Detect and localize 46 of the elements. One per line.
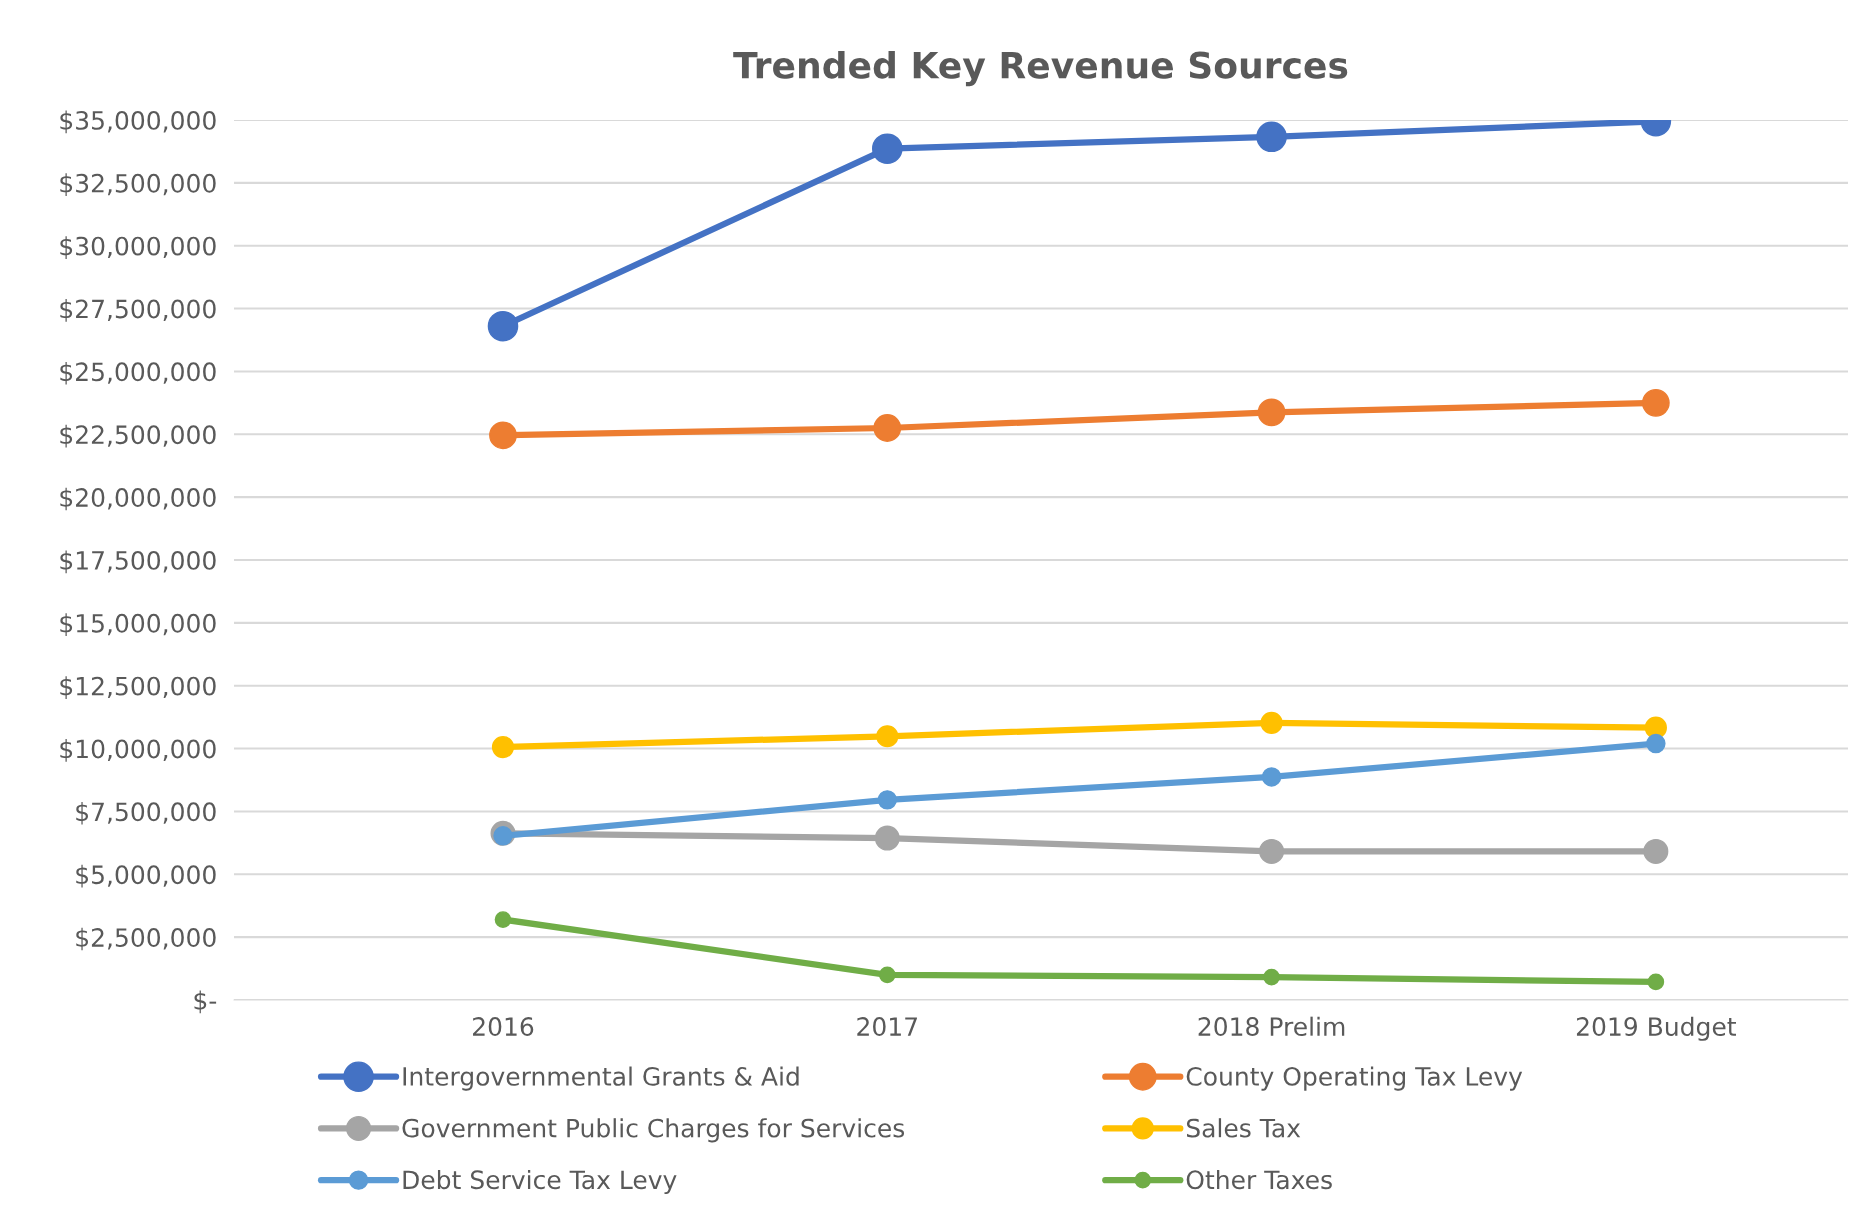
- point: [874, 825, 900, 851]
- point: [1261, 767, 1282, 787]
- point: [877, 790, 898, 810]
- y-tick-label: $20,000,000: [60, 487, 216, 511]
- legend-label: County Operating Tax Levy: [1186, 1066, 1523, 1091]
- point: [873, 414, 902, 442]
- legend-label: Sales Tax: [1186, 1118, 1301, 1138]
- point: [1263, 968, 1280, 986]
- point: [494, 911, 512, 928]
- x-tick-label: 2019 Budget: [1576, 1016, 1736, 1041]
- x-tick-label: 2017: [857, 1017, 917, 1037]
- y-tick-label: $35,000,000: [60, 110, 216, 134]
- legend-label: Government Public Charges for Services: [402, 1118, 905, 1143]
- legend-label: Intergovernmental Grants & Aid: [403, 1066, 799, 1091]
- point: [1641, 388, 1670, 417]
- y-tick-label: $22,500,000: [60, 424, 216, 448]
- point: [1259, 838, 1285, 864]
- y-tick-label: $15,000,000: [60, 613, 216, 637]
- point: [1256, 121, 1287, 153]
- y-tick-label: $-: [194, 990, 217, 1014]
- y-tick-label: $5,000,000: [76, 864, 216, 888]
- y-tick-label: $10,000,000: [60, 739, 216, 762]
- y-tick-label: $32,500,000: [60, 173, 216, 197]
- point: [1646, 733, 1666, 754]
- point: [487, 310, 519, 342]
- point: [878, 966, 896, 984]
- y-tick-label: $17,500,000: [60, 550, 216, 574]
- point: [872, 133, 903, 164]
- y-tick-label: $30,000,000: [60, 236, 216, 259]
- point: [489, 421, 517, 450]
- y-tick-label: $25,000,000: [60, 361, 216, 385]
- point: [1257, 398, 1286, 427]
- y-tick-label: $7,500,000: [76, 801, 216, 825]
- y-tick-label: $12,500,000: [60, 676, 216, 699]
- point: [876, 725, 899, 748]
- legend-label: Debt Service Tax Levy: [403, 1169, 677, 1195]
- chart-title: Trended Key Revenue Sources: [733, 50, 1348, 87]
- point: [1260, 711, 1283, 735]
- point: [1643, 838, 1669, 864]
- legend-label: Other Taxes: [1186, 1169, 1332, 1190]
- point: [1647, 973, 1665, 991]
- x-tick-label: 2018 Prelim: [1198, 1016, 1345, 1037]
- y-tick-label: $2,500,000: [76, 927, 216, 951]
- x-tick-label: 2016: [473, 1017, 534, 1037]
- y-tick-label: $27,500,000: [60, 299, 216, 322]
- point: [491, 735, 515, 759]
